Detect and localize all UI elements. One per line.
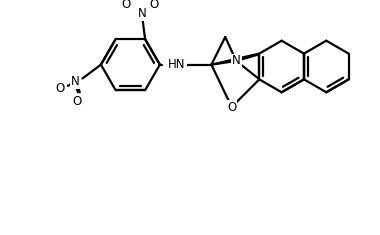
Text: O: O: [150, 0, 159, 11]
Text: N: N: [138, 7, 147, 20]
Text: N: N: [232, 55, 241, 67]
Text: N: N: [71, 75, 79, 88]
Text: O: O: [227, 101, 236, 114]
Text: O: O: [56, 82, 65, 95]
Text: O: O: [121, 0, 130, 11]
Text: O: O: [72, 95, 82, 108]
Text: HN: HN: [168, 58, 185, 71]
